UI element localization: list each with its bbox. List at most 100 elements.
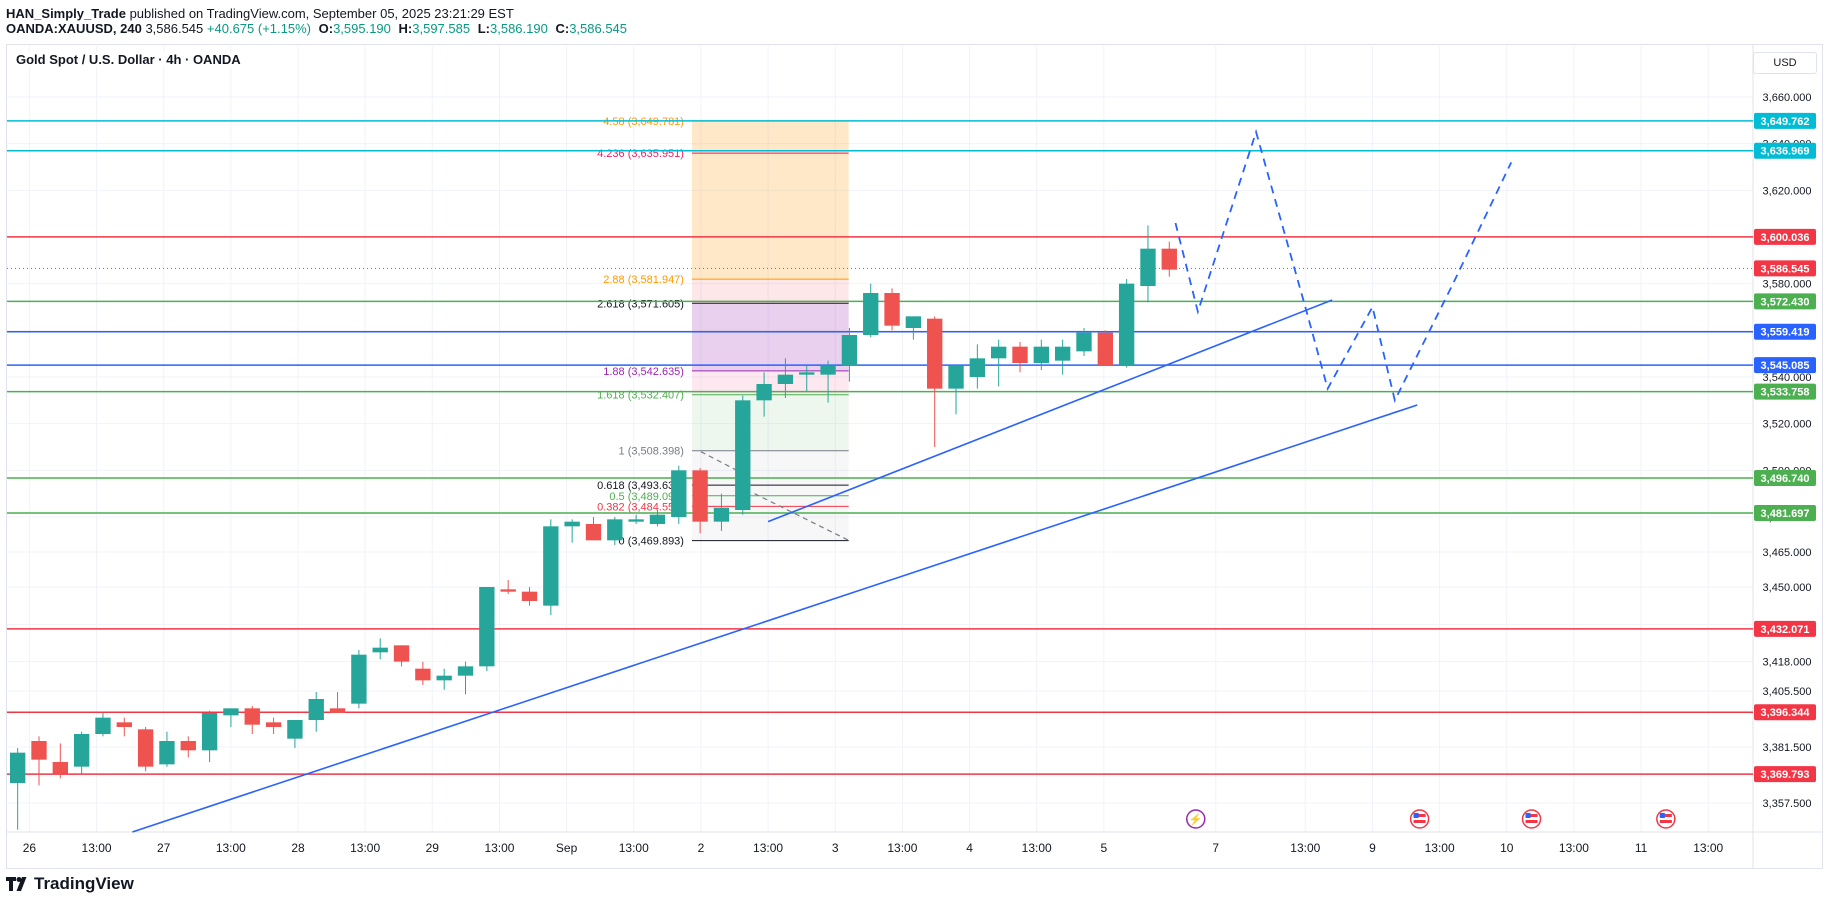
price-axis-tick: 3,620.000 [1763, 185, 1812, 197]
time-axis-tick: 13:00 [887, 841, 917, 855]
price-level-badge-label: 3,396.344 [1761, 707, 1811, 719]
trend-line [767, 299, 1333, 523]
close-value: 3,586.545 [569, 21, 628, 36]
tradingview-logo[interactable]: TradingView [6, 874, 134, 894]
price-axis-tick: 3,381.500 [1763, 742, 1812, 754]
candle-body [1033, 346, 1050, 363]
candle-body [457, 666, 474, 676]
candle-body [436, 675, 452, 681]
candle-body [756, 384, 772, 401]
time-axis-tick: 13:00 [753, 841, 783, 855]
time-axis-tick: Sep [556, 841, 578, 855]
candle-body [223, 708, 239, 716]
candle-body [1161, 248, 1177, 270]
candle-body [521, 591, 538, 601]
candle-body [351, 654, 367, 704]
candle-body [479, 587, 495, 667]
price-level-badge [1754, 142, 1816, 159]
currency-selector[interactable]: USD [1753, 52, 1817, 74]
candle-body [991, 346, 1007, 359]
time-axis-tick: 2 [698, 841, 705, 855]
price-level-badge [1754, 293, 1816, 310]
time-axis-tick: 13:00 [1290, 841, 1320, 855]
candle-body [628, 519, 644, 522]
price-level-badge [1754, 704, 1816, 721]
price-level-badge-label: 3,636.969 [1761, 146, 1810, 158]
price-level-badge-label: 3,559.419 [1761, 327, 1810, 339]
candle-body [180, 741, 196, 751]
price-axis-tick: 3,520.000 [1763, 419, 1812, 431]
time-axis-tick: 13:00 [216, 841, 246, 855]
candle-body [735, 400, 751, 510]
candle-body [1097, 332, 1113, 366]
time-axis-tick: 9 [1369, 841, 1376, 855]
time-axis-tick: 13:00 [619, 841, 649, 855]
price-level-badge [1754, 260, 1816, 277]
event-marker-icon [1186, 809, 1206, 829]
open-label: O: [318, 21, 334, 36]
trend-line [132, 404, 1418, 833]
fib-zone [691, 394, 849, 451]
price-level-badge [1754, 357, 1816, 374]
time-axis-tick: 13:00 [350, 841, 380, 855]
open-value: 3,595.190 [333, 21, 391, 36]
candle-body [671, 470, 687, 517]
price-level-badge [1754, 505, 1816, 522]
time-axis-tick: 4 [966, 841, 973, 855]
price-axis-tick: 3,660.000 [1763, 92, 1812, 104]
candle-body [948, 365, 964, 389]
price-level-badge-label: 3,369.793 [1761, 769, 1810, 781]
last-price: 3,586.545 [145, 21, 204, 36]
event-flag-canton [1659, 813, 1665, 818]
candle-body [585, 524, 602, 541]
candle-body [777, 374, 794, 384]
fib-zone [691, 120, 849, 280]
time-axis-tick: 3 [832, 841, 839, 855]
fib-level-label: 2.88 (3,581.947) [603, 274, 684, 286]
candle-body [884, 293, 900, 326]
price-axis-tick: 3,357.500 [1763, 798, 1812, 810]
candle-body [863, 293, 879, 335]
candle-body [1076, 332, 1092, 352]
candle-body [713, 507, 730, 522]
fib-level-label: 1.88 (3,542.635) [603, 366, 684, 378]
time-axis-tick: 26 [23, 841, 37, 855]
candle-body [500, 589, 516, 592]
ticker: OANDA:XAUUSD, 240 [6, 21, 142, 36]
fib-level-label: 1.618 (3,532.407) [597, 390, 684, 402]
price-level-badge [1754, 112, 1816, 129]
candle-body [1054, 346, 1071, 361]
candle-body [201, 713, 218, 751]
candle-body [649, 514, 666, 524]
price-level-badge-label: 3,432.071 [1761, 624, 1810, 636]
price-level-badge [1754, 766, 1816, 783]
publisher-name[interactable]: HAN_Simply_Trade [6, 6, 126, 21]
event-marker-glyph: ⚡ [1189, 813, 1203, 826]
high-value: 3,597.585 [412, 21, 471, 36]
time-axis-tick: 13:00 [1425, 841, 1455, 855]
time-axis-tick: 13:00 [1693, 841, 1723, 855]
candle-body [393, 645, 410, 662]
price-level-badge [1754, 323, 1816, 340]
price-level-badge-label: 3,496.740 [1761, 473, 1810, 485]
low-label: L: [477, 21, 490, 36]
candle-body [329, 708, 346, 713]
fib-level-label: 0.5 (3,489.093) [609, 491, 684, 503]
event-flag-stripe [1413, 820, 1426, 823]
price-axis-tick: 3,540.000 [1763, 372, 1812, 384]
price-change: +40.675 (+1.15%) [206, 21, 311, 36]
fib-zone [691, 303, 849, 371]
candle-body [137, 729, 154, 767]
low-value: 3,586.190 [490, 21, 548, 36]
event-flag-stripe [1659, 820, 1672, 823]
event-flag-stripe [1413, 814, 1426, 817]
candle-body [31, 741, 47, 760]
candle-body [1140, 248, 1156, 286]
time-axis-tick: 11 [1635, 841, 1648, 855]
candle-body [265, 722, 282, 727]
high-label: H: [398, 21, 413, 36]
candle-body [1118, 283, 1135, 366]
event-flag-canton [1525, 813, 1531, 818]
candle-body [1012, 346, 1028, 363]
